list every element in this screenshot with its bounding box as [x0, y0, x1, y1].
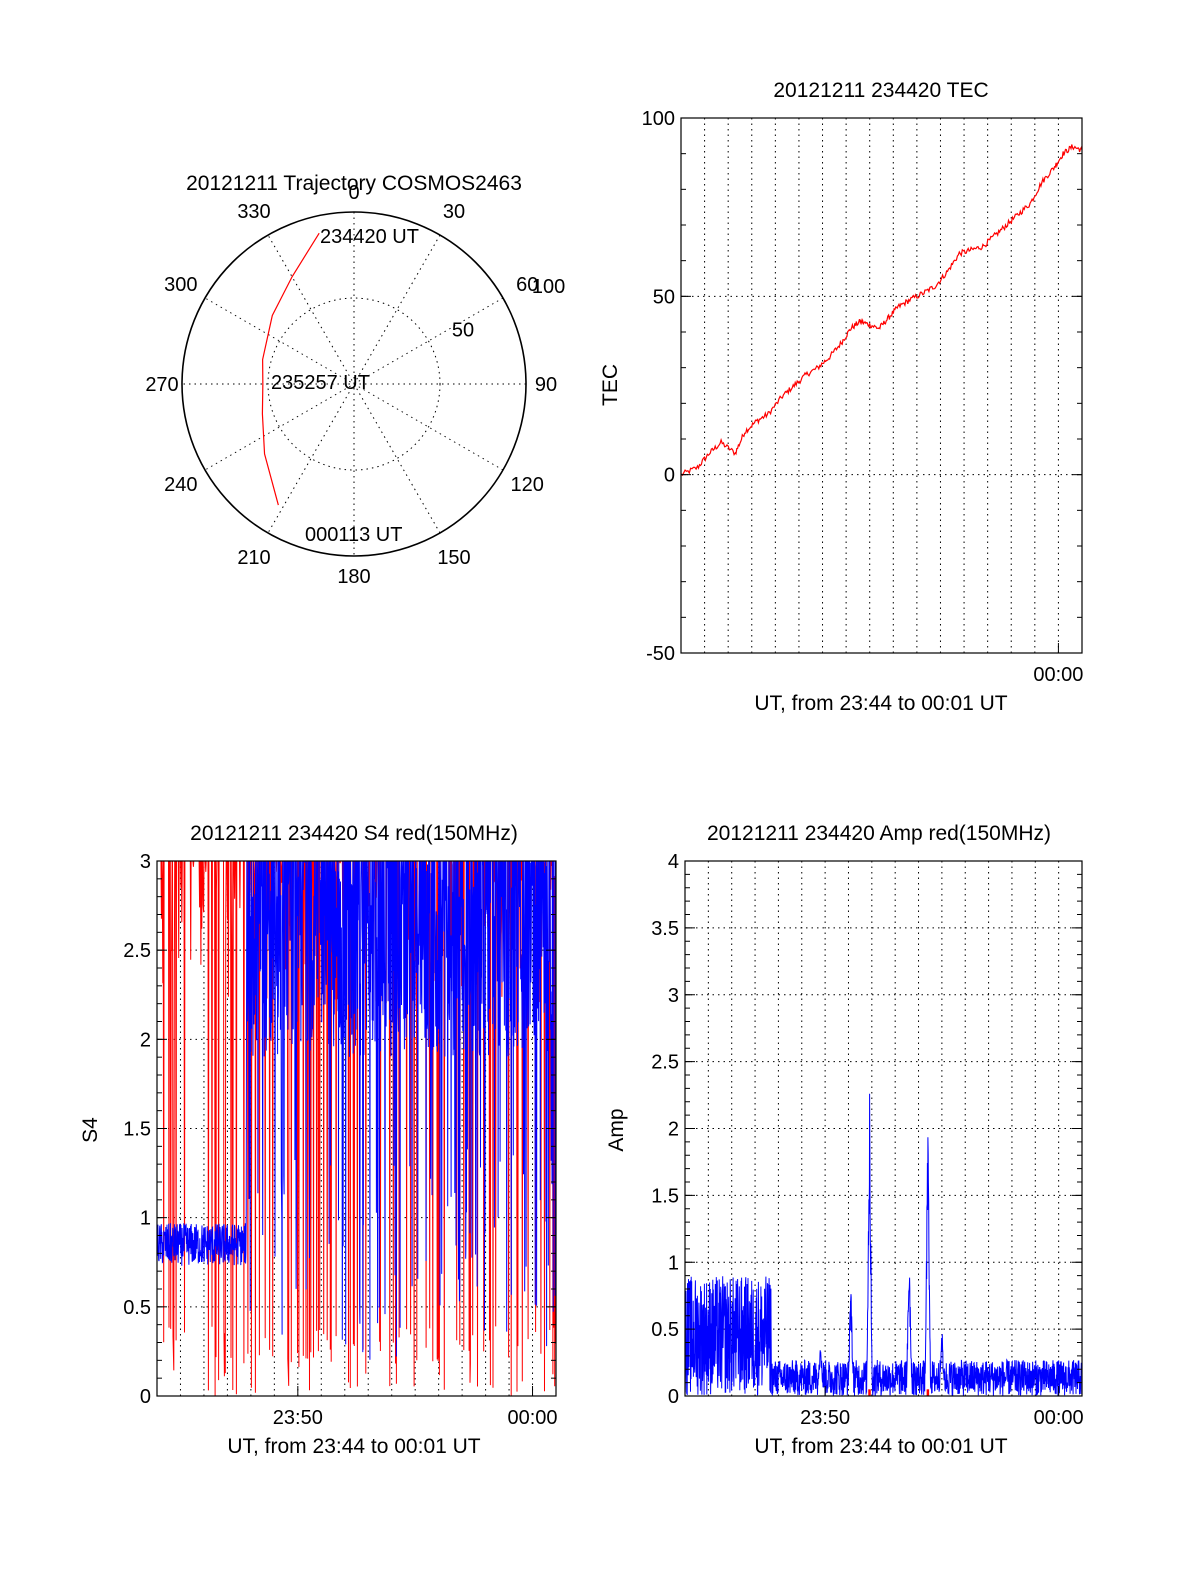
tec-y-tick-label: 0 [664, 465, 675, 487]
tec-line [680, 144, 1083, 477]
s4-x-tick-label: 00:00 [507, 1407, 557, 1429]
amp-y-ticks: 0 0.5 1 1.5 2 2.5 3 3.5 4 [651, 851, 1082, 1408]
s4-title: 20121211 234420 S4 red(150MHz) [190, 822, 518, 845]
s4-y-axis-label: S4 [79, 1117, 102, 1143]
polar-inner-circle [267, 297, 441, 471]
amp-y-tick-label: 3 [668, 985, 679, 1007]
amp-x-axis-label: UT, from 23:44 to 00:01 UT [754, 1435, 1007, 1458]
s4-x-tick-label: 23:50 [273, 1407, 323, 1429]
trajectory-line [261, 232, 320, 506]
polar-angle-tick: 120 [511, 474, 544, 496]
polar-grid [181, 211, 527, 557]
amp-grid [685, 861, 1082, 1396]
s4-y-tick-label: 1.5 [123, 1119, 151, 1141]
tec-y-tick-label: -50 [646, 643, 675, 665]
polar-angle-tick: 90 [535, 374, 557, 396]
s4-y-ticks: 0 0.5 1 1.5 2 2.5 3 [123, 851, 556, 1408]
polar-trajectory-panel: 20121211 Trajectory COSMOS2463 0 30 60 90 12… [145, 172, 565, 588]
polar-title: 20121211 Trajectory COSMOS2463 [186, 172, 522, 195]
s4-x-axis-label: UT, from 23:44 to 00:01 UT [227, 1435, 480, 1458]
tec-x-ticks: 00:00 [1033, 643, 1083, 686]
polar-angle-tick: 0 [348, 182, 359, 204]
amp-title: 20121211 234420 Amp red(150MHz) [707, 822, 1051, 845]
s4-panel: 20121211 234420 S4 red(150MHz) 0 0.5 1 1.5 2… [79, 822, 558, 1458]
s4-y-tick-label: 2 [140, 1029, 151, 1051]
amp-y-tick-label: 2.5 [651, 1052, 679, 1074]
polar-angle-tick: 180 [337, 566, 370, 588]
polar-spoke [267, 234, 441, 534]
trajectory-mid-label: 235257 UT [271, 372, 370, 394]
tec-y-tick-label: 50 [653, 286, 675, 308]
s4-y-tick-label: 0 [140, 1386, 151, 1408]
tec-y-tick-label: 100 [642, 108, 675, 130]
s4-y-tick-label: 2.5 [123, 940, 151, 962]
amp-y-axis-label: Amp [605, 1108, 628, 1151]
tec-grid [681, 118, 1082, 653]
amp-y-tick-label: 4 [668, 851, 679, 873]
polar-angle-tick: 240 [164, 474, 197, 496]
amp-y-tick-label: 1 [668, 1252, 679, 1274]
polar-angle-tick: 300 [164, 274, 197, 296]
s4-x-ticks: 23:50 00:00 [273, 1386, 558, 1429]
amp-x-ticks: 23:50 00:00 [800, 1386, 1084, 1429]
polar-angle-tick: 150 [437, 547, 470, 569]
tec-title: 20121211 234420 TEC [773, 79, 988, 102]
polar-radius-tick: 100 [532, 276, 565, 298]
amp-y-tick-label: 3.5 [651, 918, 679, 940]
tec-plot-frame [680, 117, 1083, 654]
tec-y-ticks: -50 0 50 100 [642, 108, 1082, 665]
amp-panel: 20121211 234420 Amp red(150MHz) 0 0.5 1 1.5… [605, 822, 1084, 1458]
polar-angle-tick: 270 [145, 374, 178, 396]
tec-x-axis-label: UT, from 23:44 to 00:01 UT [754, 692, 1007, 715]
amp-x-tick-label: 23:50 [800, 1407, 850, 1429]
s4-y-tick-label: 0.5 [123, 1297, 151, 1319]
s4-y-tick-label: 1 [140, 1208, 151, 1230]
tec-y-axis-label: TEC [599, 364, 622, 406]
polar-angle-tick: 30 [443, 201, 465, 223]
polar-radius-tick: 50 [452, 320, 474, 342]
s4-y-tick-label: 3 [140, 851, 151, 873]
amp-y-tick-label: 2 [668, 1119, 679, 1141]
polar-angle-tick: 60 [516, 274, 538, 296]
tec-panel: 20121211 234420 TEC -50 0 50 100 00:00 UT, … [599, 79, 1083, 715]
amp-blue-line [684, 1093, 1083, 1397]
trajectory-start-label: 234420 UT [320, 226, 419, 248]
tec-series [680, 144, 1083, 477]
amp-series [684, 1093, 1083, 1397]
polar-angle-ticks: 0 30 60 90 120 150 180 210 240 270 300 330 [145, 182, 557, 588]
amp-y-tick-label: 0.5 [651, 1319, 679, 1341]
polar-radius-ticks: 50 100 [452, 276, 565, 341]
amp-y-tick-label: 0 [668, 1386, 679, 1408]
polar-angle-tick: 210 [237, 547, 270, 569]
amp-y-tick-label: 1.5 [651, 1185, 679, 1207]
tec-x-tick-label: 00:00 [1033, 664, 1083, 686]
polar-angle-tick: 330 [237, 201, 270, 223]
trajectory-end-label: 000113 UT [305, 524, 402, 546]
amp-x-tick-label: 00:00 [1034, 1407, 1084, 1429]
